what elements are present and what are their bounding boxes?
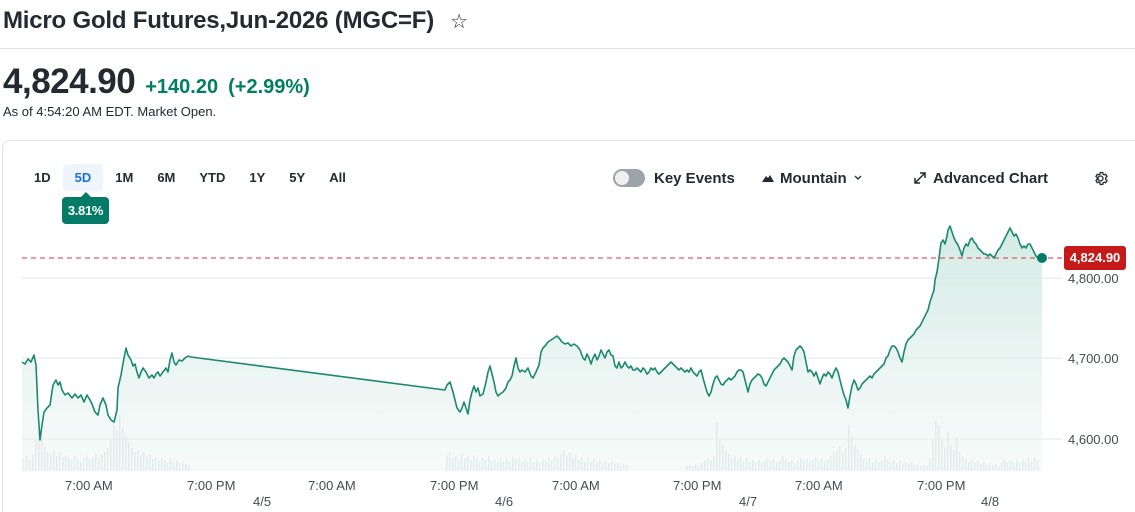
header-divider bbox=[0, 48, 1135, 49]
chart-type-dropdown[interactable]: Mountain bbox=[761, 165, 863, 191]
date-label: 4/6 bbox=[495, 494, 514, 509]
price-area-fill bbox=[22, 226, 1042, 471]
key-events-control[interactable]: Key Events bbox=[613, 165, 735, 191]
date-label: 4/8 bbox=[981, 494, 1000, 509]
range-1y[interactable]: 1Y bbox=[249, 170, 266, 185]
date-label: 4/5 bbox=[253, 494, 272, 509]
price-change: +140.20 bbox=[145, 76, 219, 98]
star-outline-icon[interactable]: ☆ bbox=[450, 10, 468, 33]
chart-settings-button[interactable] bbox=[1092, 165, 1109, 191]
expand-arrows-icon bbox=[914, 172, 926, 184]
date-label: 4/7 bbox=[739, 494, 758, 509]
key-events-toggle[interactable] bbox=[613, 169, 645, 187]
range-change-badge: 3.81% bbox=[62, 192, 109, 224]
range-5d[interactable]: 5D bbox=[62, 164, 104, 191]
range-all[interactable]: All bbox=[329, 170, 346, 185]
price-change-percent: (+2.99%) bbox=[228, 76, 310, 98]
quote-title-row: Micro Gold Futures,Jun-2026 (MGC=F) ☆ bbox=[3, 4, 468, 38]
current-price-flag: 4,824.90 bbox=[1064, 246, 1126, 270]
x-tick: 7:00 PM bbox=[430, 478, 479, 493]
current-price: 4,824.90 bbox=[3, 62, 136, 101]
current-price-marker bbox=[1037, 253, 1047, 263]
price-row: 4,824.90 +140.20 (+2.99%) bbox=[3, 62, 310, 102]
range-ytd[interactable]: YTD bbox=[199, 170, 226, 185]
range-1d[interactable]: 1D bbox=[34, 170, 51, 185]
market-status: As of 4:54:20 AM EDT. Market Open. bbox=[3, 104, 217, 119]
y-tick-4800: 4,800.00 bbox=[1068, 271, 1119, 286]
chart-type-label: Mountain bbox=[780, 169, 847, 187]
gear-icon bbox=[1095, 171, 1108, 185]
chart-card bbox=[2, 140, 1135, 512]
range-selector: 1D 5D 1M 6M YTD 1Y 5Y All bbox=[22, 164, 358, 191]
y-tick-4600: 4,600.00 bbox=[1068, 432, 1119, 447]
range-6m[interactable]: 6M bbox=[157, 170, 176, 185]
mountain-icon bbox=[762, 175, 774, 182]
x-tick: 7:00 AM bbox=[552, 478, 600, 493]
x-tick: 7:00 PM bbox=[187, 478, 236, 493]
x-tick: 7:00 AM bbox=[795, 478, 843, 493]
key-events-label: Key Events bbox=[654, 169, 735, 187]
x-tick: 7:00 PM bbox=[917, 478, 966, 493]
range-5y[interactable]: 5Y bbox=[289, 170, 306, 185]
chevron-down-icon bbox=[854, 175, 862, 180]
advanced-chart-label: Advanced Chart bbox=[933, 169, 1049, 187]
x-tick: 7:00 AM bbox=[308, 478, 356, 493]
price-line bbox=[21, 225, 1042, 441]
x-tick: 7:00 AM bbox=[65, 478, 113, 493]
page-title: Micro Gold Futures,Jun-2026 (MGC=F) bbox=[3, 7, 435, 34]
x-tick: 7:00 PM bbox=[673, 478, 722, 493]
toggle-knob bbox=[615, 171, 629, 185]
advanced-chart-button[interactable]: Advanced Chart bbox=[913, 165, 1048, 191]
y-tick-4700: 4,700.00 bbox=[1068, 351, 1119, 366]
range-1m[interactable]: 1M bbox=[115, 170, 134, 185]
